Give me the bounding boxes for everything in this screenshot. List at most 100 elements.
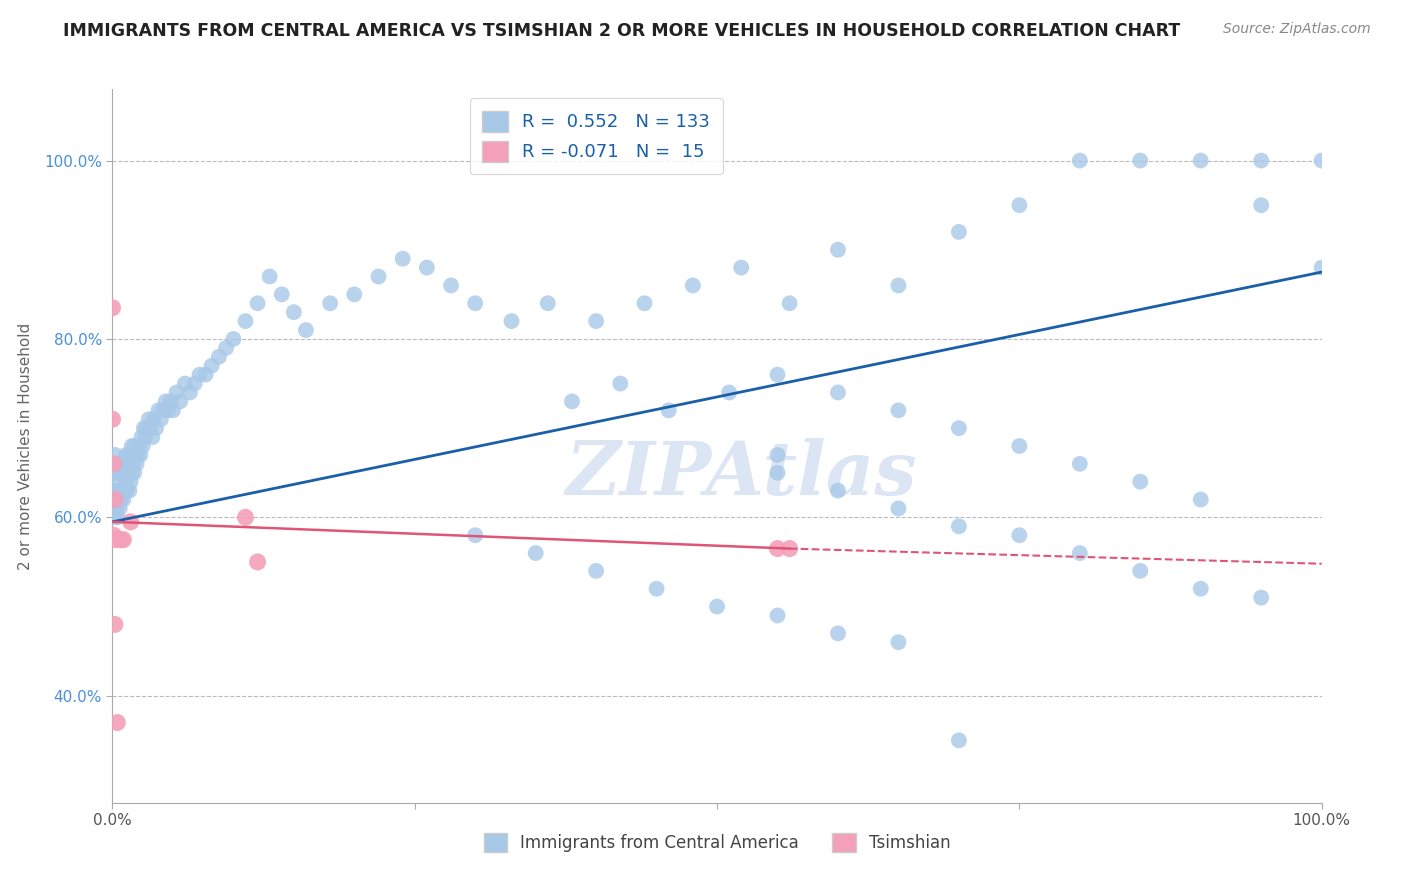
Point [124,448,146,462]
Text: ZIPAtlas: ZIPAtlas [565,438,917,511]
Point [270,287,292,301]
Point [235,510,257,524]
Point [122,457,145,471]
Point [162,403,184,417]
Point [1069,457,1091,471]
Point [183,376,205,391]
Point [718,385,741,400]
Point [125,457,148,471]
Point [1250,591,1272,605]
Point [259,269,281,284]
Point [730,260,752,275]
Point [132,439,155,453]
Point [1129,153,1152,168]
Point [1129,564,1152,578]
Point [104,492,127,507]
Point [887,278,910,293]
Point [149,412,172,426]
Point [103,528,125,542]
Point [115,457,138,471]
Point [120,448,142,462]
Point [283,305,305,319]
Point [152,403,174,417]
Point [887,635,910,649]
Point [194,368,217,382]
Point [105,501,128,516]
Point [948,519,970,533]
Point [948,421,970,435]
Point [1008,439,1031,453]
Point [108,457,131,471]
Point [128,439,150,453]
Point [107,466,129,480]
Point [115,483,138,498]
Point [122,439,145,453]
Point [887,403,910,417]
Point [201,359,224,373]
Point [110,492,132,507]
Point [148,403,170,417]
Point [105,715,128,730]
Point [246,555,269,569]
Point [1310,260,1333,275]
Point [537,296,560,310]
Point [440,278,463,293]
Point [118,483,141,498]
Point [1129,475,1152,489]
Point [103,457,125,471]
Point [157,403,180,417]
Point [114,483,136,498]
Point [139,421,162,435]
Point [343,287,366,301]
Point [948,733,970,747]
Point [208,350,231,364]
Point [633,296,655,310]
Point [766,466,789,480]
Point [766,368,789,382]
Point [645,582,668,596]
Point [174,376,197,391]
Legend: Immigrants from Central America, Tsimshian: Immigrants from Central America, Tsimshi… [477,826,957,859]
Point [295,323,318,337]
Point [827,626,849,640]
Point [134,430,156,444]
Point [104,617,127,632]
Point [585,314,607,328]
Point [122,466,145,480]
Point [135,421,157,435]
Point [166,385,188,400]
Point [132,421,155,435]
Point [501,314,523,328]
Point [215,341,238,355]
Point [104,483,127,498]
Text: IMMIGRANTS FROM CENTRAL AMERICA VS TSIMSHIAN 2 OR MORE VEHICLES IN HOUSEHOLD COR: IMMIGRANTS FROM CENTRAL AMERICA VS TSIMS… [63,22,1181,40]
Point [766,541,789,556]
Point [1189,492,1212,507]
Point [585,564,607,578]
Point [108,501,131,516]
Point [1310,153,1333,168]
Point [235,314,257,328]
Point [111,457,134,471]
Point [131,430,153,444]
Point [121,466,143,480]
Point [103,466,125,480]
Point [948,225,970,239]
Point [104,448,127,462]
Point [159,394,181,409]
Point [609,376,631,391]
Point [111,483,134,498]
Point [1189,153,1212,168]
Point [105,457,128,471]
Point [117,466,139,480]
Point [105,466,128,480]
Point [524,546,547,560]
Point [101,301,124,315]
Point [101,412,124,426]
Point [121,439,143,453]
Point [107,492,129,507]
Point [169,394,191,409]
Point [766,448,789,462]
Point [766,608,789,623]
Point [464,296,486,310]
